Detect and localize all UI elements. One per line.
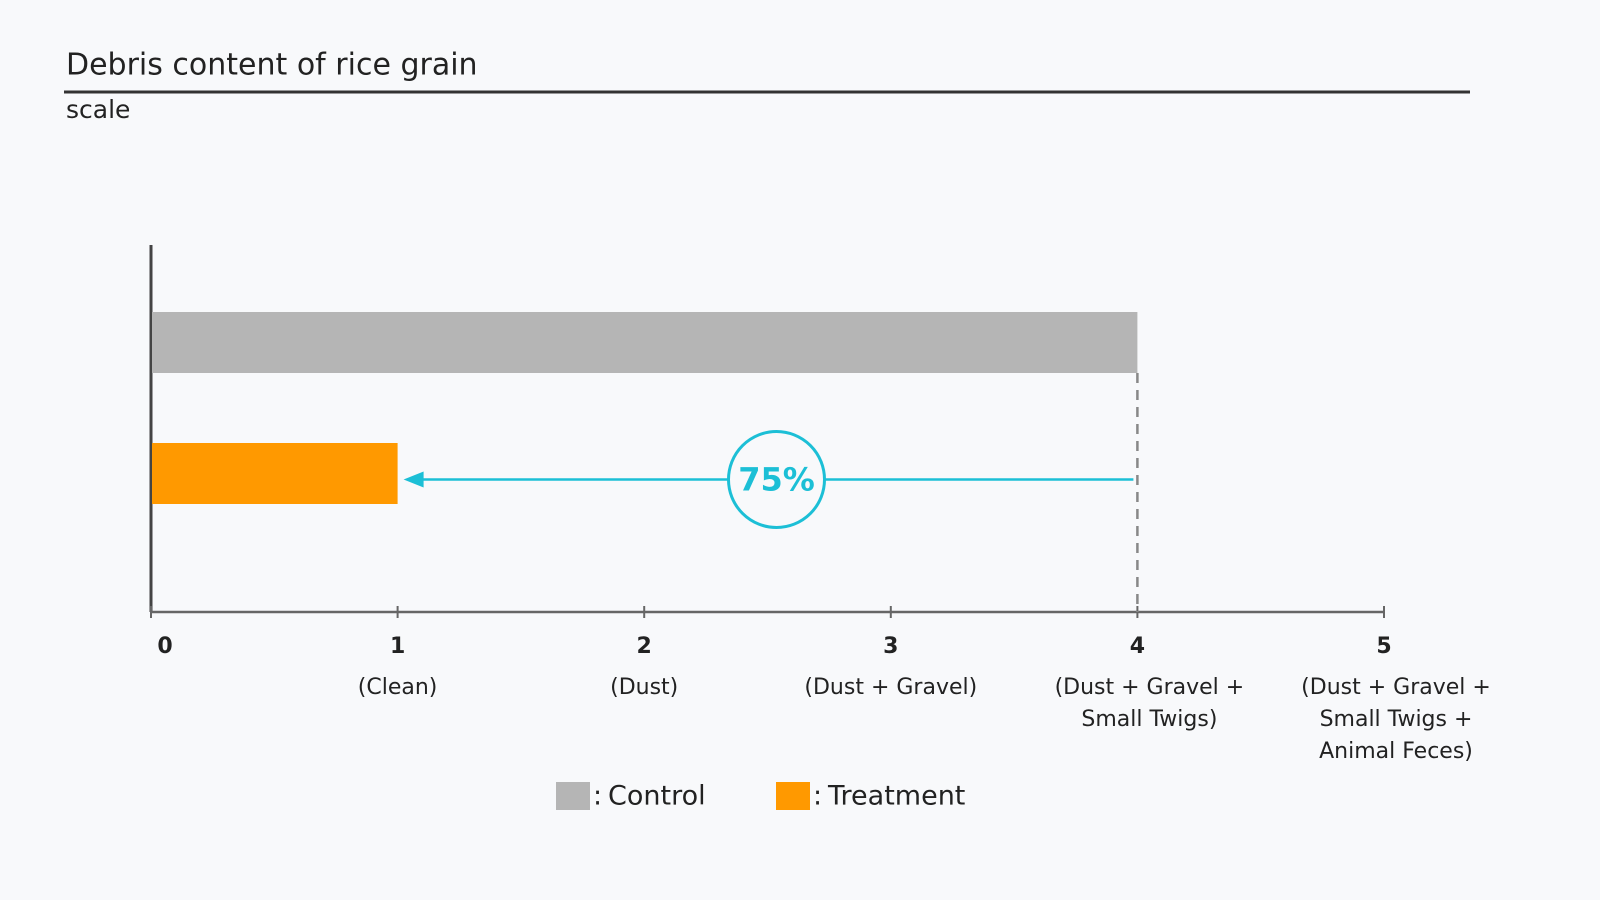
arrow-head	[403, 471, 424, 488]
legend-swatch	[776, 782, 810, 810]
bar	[152, 312, 1138, 373]
legend-label: Control	[608, 781, 706, 812]
x-tick-description: (Dust + Gravel)	[804, 675, 977, 700]
bar	[152, 443, 398, 504]
x-tick-label: 5	[1376, 634, 1391, 659]
x-tick-description: Small Twigs)	[1081, 707, 1217, 732]
x-tick-description: (Dust + Gravel +	[1055, 675, 1245, 700]
x-tick-label: 3	[883, 634, 898, 659]
legend-prefix: :	[593, 781, 602, 812]
legend-prefix: :	[813, 781, 822, 812]
annotation-circle	[727, 430, 826, 529]
x-tick-label: 4	[1130, 634, 1145, 659]
x-tick-description: (Clean)	[358, 675, 438, 700]
chart-title: Debris content of rice grain	[66, 48, 478, 83]
x-tick-label: 1	[390, 634, 405, 659]
x-tick-description: (Dust + Gravel +	[1301, 675, 1491, 700]
x-tick-label: 0	[157, 634, 172, 659]
x-tick-description: (Dust)	[610, 675, 678, 700]
x-tick-description: Animal Feces)	[1319, 739, 1473, 764]
x-tick-description: Small Twigs +	[1320, 707, 1473, 732]
annotation: 75%	[738, 461, 815, 499]
legend-swatch	[556, 782, 590, 810]
chart-subtitle: scale	[66, 95, 130, 124]
legend-label: Treatment	[827, 781, 965, 812]
x-tick-label: 2	[637, 634, 652, 659]
